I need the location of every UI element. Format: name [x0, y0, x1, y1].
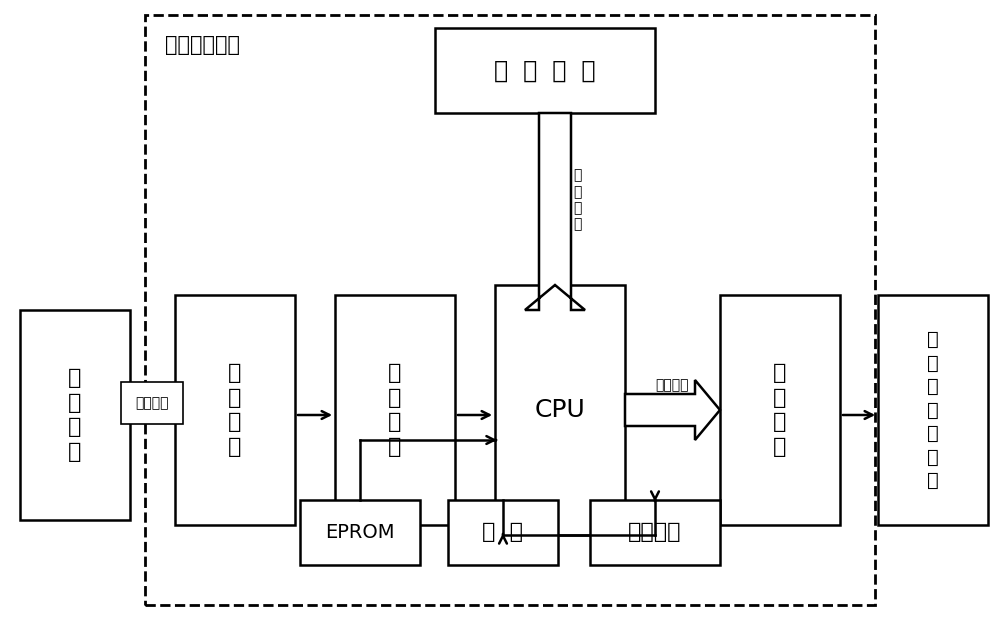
FancyBboxPatch shape: [20, 310, 130, 520]
FancyBboxPatch shape: [175, 295, 295, 525]
Text: 协议转换: 协议转换: [655, 378, 689, 392]
Text: 数
据
校
验: 数 据 校 验: [573, 169, 581, 231]
FancyBboxPatch shape: [495, 285, 625, 535]
Text: 显示接口: 显示接口: [628, 523, 682, 543]
FancyBboxPatch shape: [878, 295, 988, 525]
Text: 光
电
隔
离: 光 电 隔 离: [773, 363, 787, 457]
Text: 智
能
设
备: 智 能 设 备: [68, 368, 82, 462]
FancyBboxPatch shape: [448, 500, 558, 565]
Text: 通
讯
管
理
机
接
口: 通 讯 管 理 机 接 口: [927, 330, 939, 490]
FancyBboxPatch shape: [435, 28, 655, 113]
Text: CPU: CPU: [535, 398, 585, 422]
Polygon shape: [525, 113, 585, 310]
FancyBboxPatch shape: [335, 295, 455, 525]
Text: 电  源: 电 源: [482, 523, 524, 543]
Text: 总
线
接
口: 总 线 接 口: [228, 363, 242, 457]
Text: 光
电
隔
离: 光 电 隔 离: [388, 363, 402, 457]
Text: EPROM: EPROM: [325, 523, 395, 542]
FancyBboxPatch shape: [590, 500, 720, 565]
Text: 现场总线: 现场总线: [135, 396, 169, 410]
FancyBboxPatch shape: [300, 500, 420, 565]
Text: 纠  错  告  警: 纠 错 告 警: [494, 59, 596, 82]
Text: 智能纠错装置: 智能纠错装置: [165, 35, 240, 55]
FancyBboxPatch shape: [720, 295, 840, 525]
Polygon shape: [625, 380, 720, 440]
